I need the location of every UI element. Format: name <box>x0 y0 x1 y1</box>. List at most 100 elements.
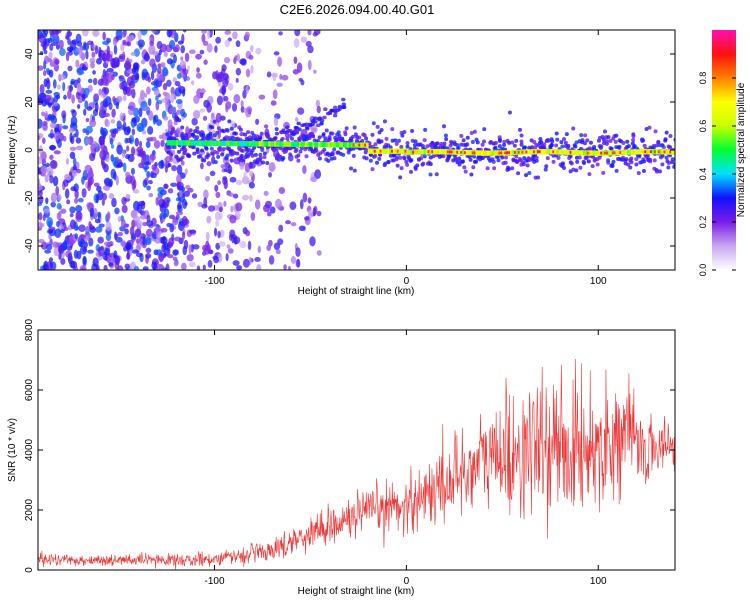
noise-blob <box>42 214 46 221</box>
band-core <box>389 148 392 154</box>
band-halo <box>664 155 669 160</box>
noise-blob <box>213 227 218 237</box>
noise-blob <box>166 222 172 228</box>
noise-blob <box>223 95 229 102</box>
band-halo <box>246 147 251 152</box>
band-core <box>341 142 344 148</box>
band-halo <box>629 160 634 165</box>
noise-blob <box>148 192 154 198</box>
band-core <box>231 140 235 147</box>
band-halo <box>169 152 174 157</box>
band-peak <box>533 150 537 154</box>
band-peak <box>431 150 435 154</box>
band-halo <box>482 139 487 144</box>
noise-blob <box>296 62 303 73</box>
noise-blob <box>191 193 198 199</box>
noise-blob <box>139 89 145 100</box>
noise-blob <box>140 59 146 65</box>
noise-blob <box>215 112 222 123</box>
band-halo <box>375 124 380 129</box>
noise-blob <box>178 190 183 198</box>
band-core <box>486 150 490 156</box>
band-halo <box>212 119 217 124</box>
noise-blob <box>52 176 59 187</box>
band-core <box>565 149 569 155</box>
noise-blob <box>189 49 196 54</box>
band-core <box>375 148 379 154</box>
noise-blob <box>205 175 211 182</box>
noise-blob <box>81 64 86 69</box>
band-core <box>316 141 319 148</box>
noise-blob <box>313 30 321 36</box>
reflection-blob <box>327 111 333 116</box>
noise-blob <box>51 33 57 39</box>
band-halo <box>191 145 196 150</box>
band-halo <box>360 138 365 143</box>
noise-blob <box>116 144 123 155</box>
noise-blob <box>188 261 196 268</box>
noise-blob <box>51 30 58 35</box>
noise-blob <box>121 31 127 38</box>
noise-blob <box>289 201 297 211</box>
band-halo <box>405 141 410 146</box>
band-halo <box>382 163 387 168</box>
band-peak <box>398 149 402 153</box>
band-halo <box>195 135 200 140</box>
noise-blob <box>160 62 166 68</box>
reflection-blob <box>337 104 342 109</box>
band-core <box>275 141 279 147</box>
noise-blob <box>125 171 131 178</box>
band-halo <box>652 158 657 163</box>
snr-x-label: Height of straight line (km) <box>298 586 415 597</box>
noise-blob <box>155 95 159 101</box>
band-peak <box>588 151 592 155</box>
noise-blob <box>250 64 254 74</box>
noise-blob <box>142 179 148 188</box>
band-peak <box>362 143 366 147</box>
band-core <box>454 149 457 155</box>
noise-blob <box>86 106 93 111</box>
noise-blob <box>62 125 69 130</box>
noise-blob <box>43 70 47 77</box>
band-halo <box>503 160 508 165</box>
noise-blob <box>45 89 53 94</box>
band-core <box>262 141 266 147</box>
band-core <box>291 141 294 147</box>
noise-blob <box>76 236 82 242</box>
noise-blob <box>60 258 66 265</box>
noise-blob <box>166 58 174 65</box>
noise-blob <box>57 139 62 149</box>
noise-blob <box>102 145 108 156</box>
noise-blob <box>52 79 57 89</box>
band-halo <box>225 153 230 158</box>
y-tick-label: 4000 <box>24 438 35 461</box>
reflection-blob <box>296 121 301 126</box>
band-halo <box>527 171 532 176</box>
noise-blob <box>83 87 90 97</box>
noise-blob <box>167 119 173 129</box>
noise-blob <box>126 126 131 134</box>
noise-blob <box>72 157 77 166</box>
band-core <box>440 149 444 155</box>
band-halo <box>456 145 461 150</box>
band-halo <box>542 142 547 147</box>
noise-blob <box>180 108 186 117</box>
band-core <box>285 141 289 147</box>
noise-blob <box>103 264 108 270</box>
band-peak <box>552 150 556 154</box>
band-halo <box>514 138 519 143</box>
noise-blob <box>230 205 234 213</box>
band-halo <box>225 128 230 133</box>
noise-blob <box>73 133 77 138</box>
band-core <box>227 140 231 147</box>
noise-blob <box>145 247 152 254</box>
noise-blob <box>57 194 62 202</box>
noise-blob <box>38 183 43 191</box>
noise-blob <box>193 94 200 104</box>
noise-blob <box>75 145 84 151</box>
band-halo <box>423 127 428 132</box>
noise-blob <box>191 117 198 126</box>
noise-blob <box>298 225 306 232</box>
band-core <box>444 149 448 155</box>
band-core <box>224 140 227 147</box>
